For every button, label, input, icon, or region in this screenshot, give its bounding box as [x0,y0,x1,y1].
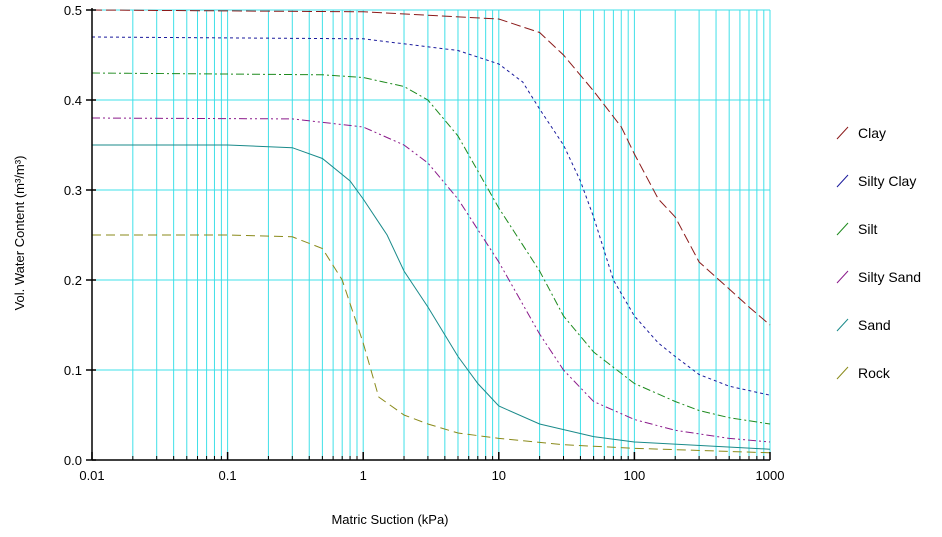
legend-label-silty-clay: Silty Clay [858,173,916,189]
series-line-silt [91,72,771,425]
y-tick-label: 0.4 [64,93,82,108]
series-line-clay [91,9,771,326]
axis-ticks: 0.01 0.1 1 10 100 1000 0.0 0.1 0.2 0.3 0.4 0.5 [64,3,785,483]
y-tick-label: 0.0 [64,453,82,468]
x-tick-label: 1 [360,468,367,483]
series-line-silty-clay [91,36,771,396]
y-tick-label: 0.2 [64,273,82,288]
legend-label-clay: Clay [858,125,886,141]
x-tick-label: 100 [624,468,646,483]
legend-swatch-clay [836,126,849,140]
legend-label-silt: Silt [858,221,878,237]
y-tick-label: 0.3 [64,183,82,198]
series-lines [91,9,771,454]
y-tick-label: 0.5 [64,3,82,18]
x-axis-title: Matric Suction (kPa) [331,512,448,527]
legend-swatch-rock [836,366,849,380]
axes [91,8,770,461]
series-line-silty-sand [91,117,771,443]
series-line-rock [92,234,771,454]
legend-swatch-silty-clay [836,174,849,188]
y-axis-title: Vol. Water Content (m³/m³) [12,156,27,311]
y-tick-label: 0.1 [64,363,82,378]
gridlines [92,9,771,460]
legend: Clay Silty Clay Silt Silty Sand Sand Rock [836,125,921,381]
x-tick-label: 0.1 [219,468,237,483]
legend-label-silty-sand: Silty Sand [858,269,921,285]
legend-swatch-silt [836,222,849,236]
x-tick-label: 1000 [756,468,785,483]
x-tick-label: 10 [492,468,506,483]
legend-label-sand: Sand [858,317,891,333]
legend-swatch-sand [836,318,849,332]
x-tick-label: 0.01 [79,468,104,483]
series-line-sand [92,144,771,450]
legend-swatch-silty-sand [836,270,849,284]
legend-label-rock: Rock [858,365,891,381]
